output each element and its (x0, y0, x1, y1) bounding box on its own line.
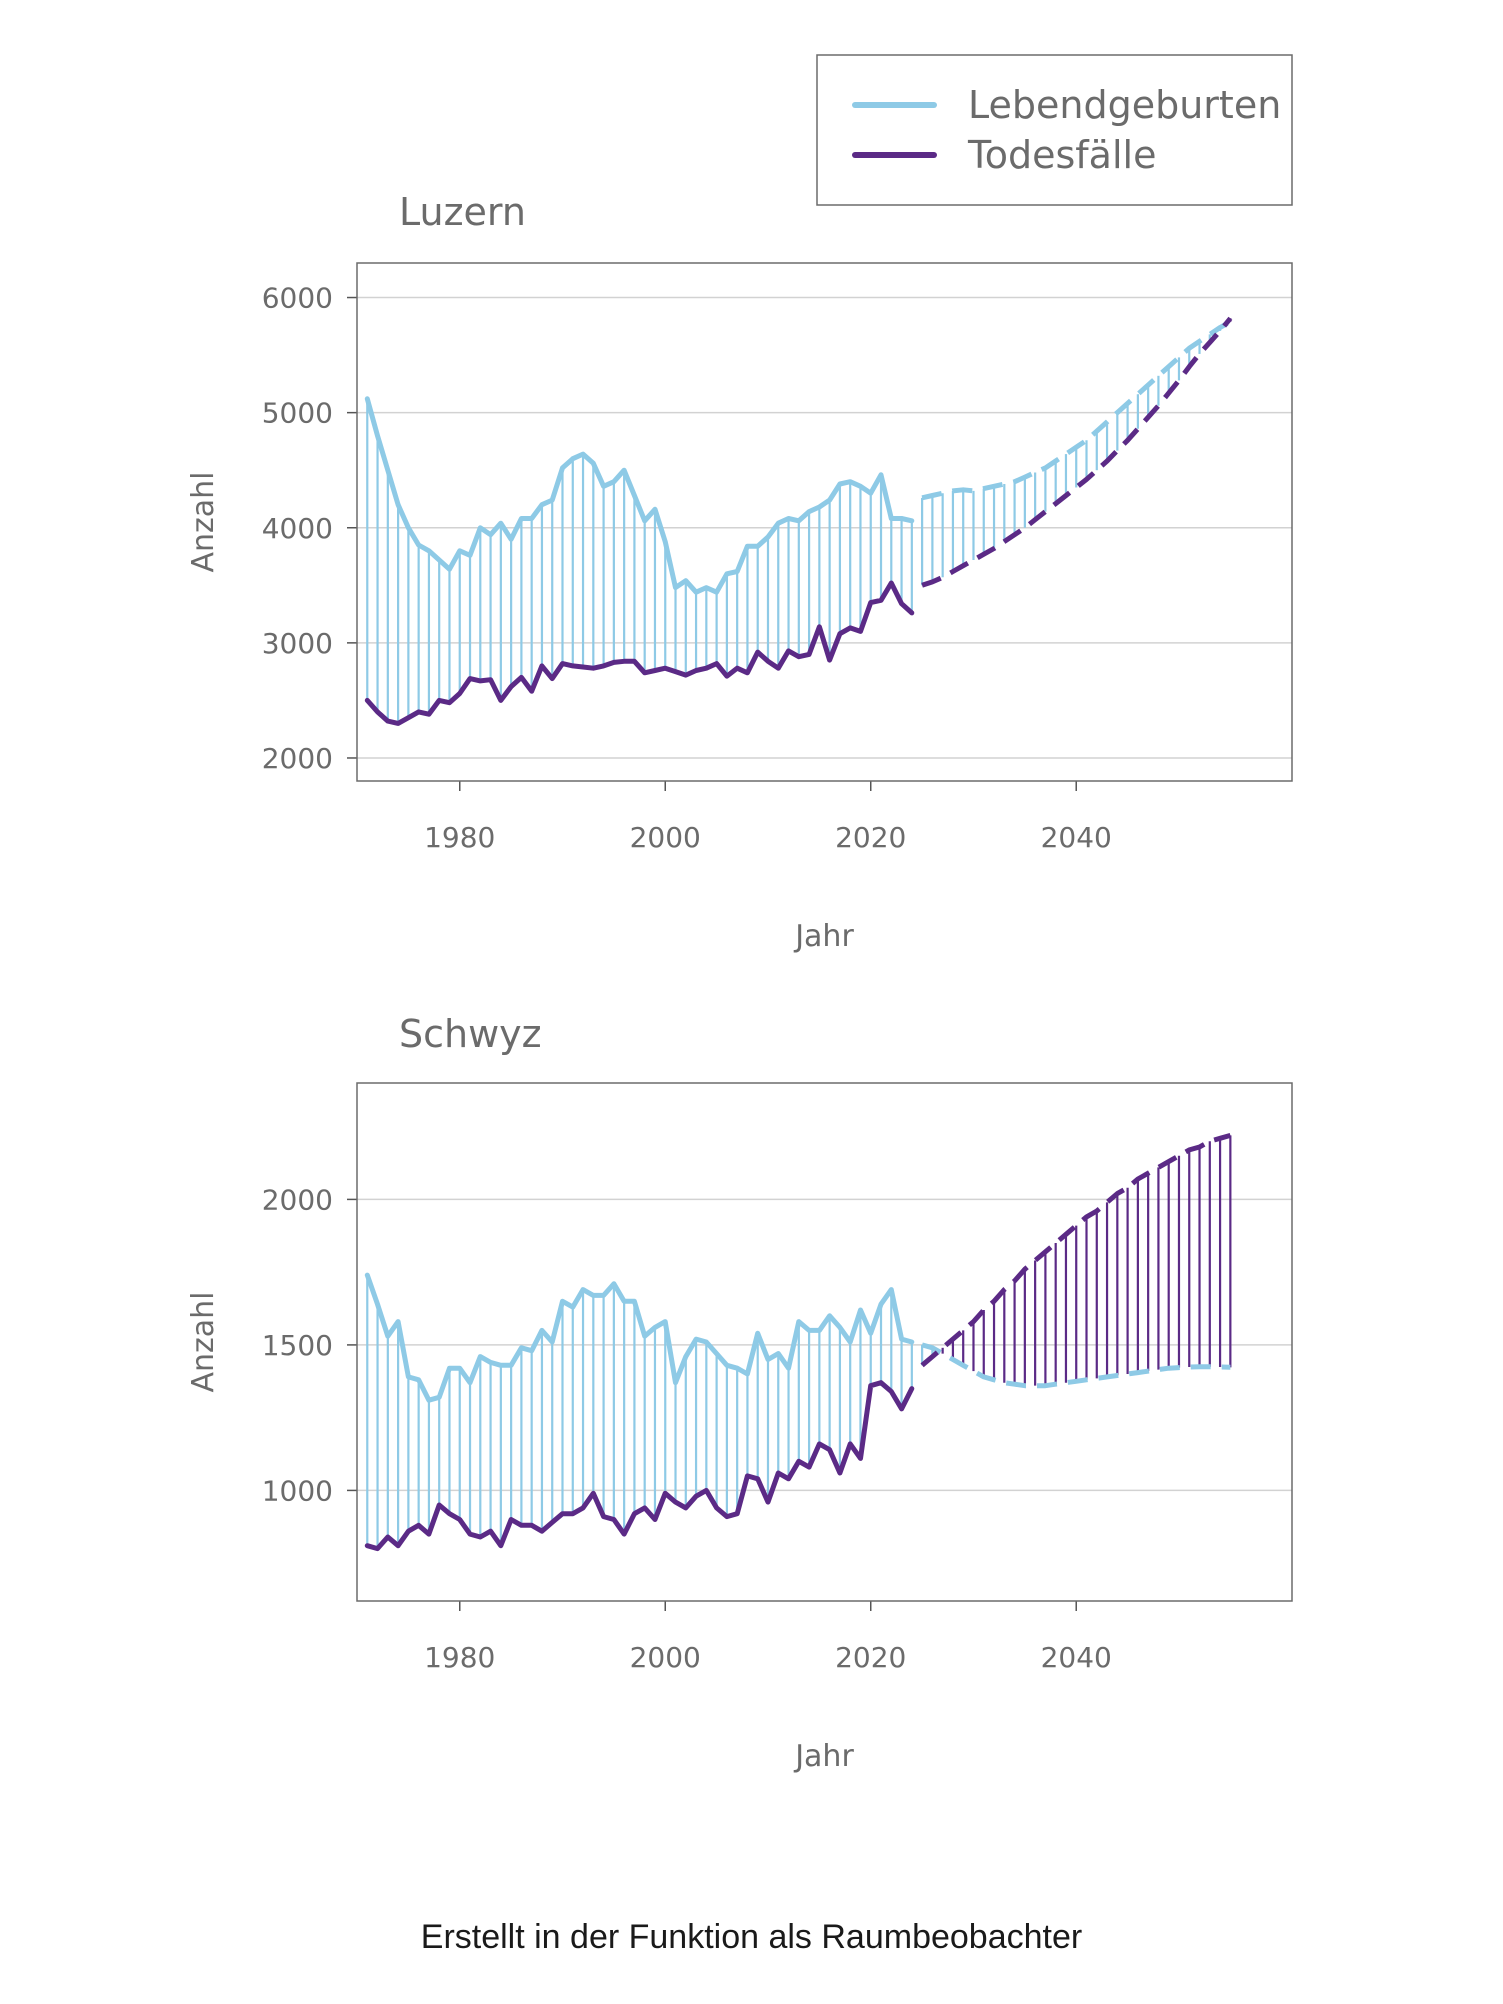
x-tick-label: 2000 (630, 821, 701, 854)
x-tick-label: 2040 (1041, 1641, 1112, 1674)
series-line-lebendgeburten-projektion (921, 319, 1232, 501)
y-tick-label: 6000 (262, 282, 333, 315)
y-tick-label: 4000 (262, 512, 333, 545)
y-tick-label: 5000 (262, 397, 333, 430)
y-tick-label: 1500 (262, 1329, 333, 1362)
x-axis-label: Jahr (793, 1739, 854, 1774)
panel-luzern: Luzern 2000 3000 4000 5000 6000 1980 2000 2020 20… (186, 190, 1293, 954)
legend: Lebendgeburten Todesfälle (816, 54, 1293, 206)
y-axis-label: Anzahl (186, 471, 221, 572)
y-tick-label: 2000 (262, 1183, 333, 1216)
series-line-todesfaelle (364, 580, 915, 726)
y-tick-label: 3000 (262, 627, 333, 660)
legend-label: Todesfälle (967, 133, 1156, 177)
x-axis-label: Jahr (793, 919, 854, 954)
y-tick-label: 1000 (262, 1474, 333, 1507)
x-tick-label: 2040 (1041, 821, 1112, 854)
plot-frame (356, 262, 1293, 782)
x-tick-label: 2020 (835, 821, 906, 854)
x-tick-label: 2020 (835, 1641, 906, 1674)
series-line-todesfaelle-projektion (920, 1132, 1232, 1368)
x-tick-label: 1980 (424, 821, 495, 854)
y-axis-label: Anzahl (186, 1291, 221, 1392)
y-tick-label: 2000 (262, 742, 333, 775)
x-tick-label: 1980 (424, 1641, 495, 1674)
series-line-todesfaelle (364, 1380, 915, 1552)
legend-label: Lebendgeburten (968, 83, 1281, 127)
panel-schwyz: Schwyz 1000 1500 2000 1980 2000 2020 2040 Jahr An… (186, 1012, 1293, 1774)
legend-box (816, 54, 1293, 206)
series-line-lebendgeburten-projektion (921, 1342, 1231, 1389)
panel-title: Schwyz (399, 1012, 542, 1056)
x-tick-label: 2000 (630, 1641, 701, 1674)
series-line-lebendgeburten (364, 396, 915, 595)
caption: Erstellt in der Funktion als Raumbeobach… (420, 1918, 1083, 1956)
panel-title: Luzern (399, 190, 526, 234)
series-line-lebendgeburten (364, 1272, 915, 1403)
plot-frame (356, 1082, 1293, 1602)
